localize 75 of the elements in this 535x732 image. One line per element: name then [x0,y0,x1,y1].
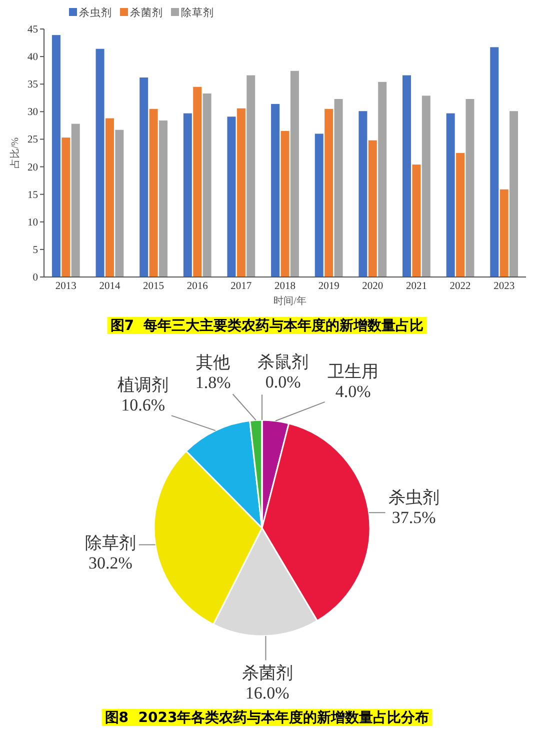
data-label: 1.8% [195,372,231,392]
x-tick-label: 2014 [99,281,121,292]
y-tick-label: 0 [32,272,38,284]
bar [183,113,192,277]
bar [236,108,246,277]
bar [62,138,70,277]
slice-label: 杀菌剂 [242,663,293,682]
y-tick-label: 45 [28,24,38,36]
bar [271,104,280,277]
bar [412,164,421,277]
legend-label: 杀虫剂 [79,6,112,19]
slice-label: 其他 [196,352,230,372]
y-tick-label: 15 [28,190,38,201]
bar [227,116,236,277]
y-tick-label: 40 [28,52,38,64]
x-axis-title: 时间/年 [274,295,306,307]
bar [500,189,508,277]
text: 图8 2023年各类农药与本年度的新增数量占比分布 [104,709,430,726]
bar [105,118,114,277]
y-tick-label: 10 [28,217,38,228]
bar [314,134,324,277]
bar [71,124,80,277]
bar [324,108,334,277]
x-tick-label: 2023 [494,281,515,292]
x-tick-label: 2017 [230,281,252,292]
bar [246,75,256,277]
bar [456,153,465,277]
y-tick-label: 25 [28,134,38,146]
x-tick-label: 2020 [362,281,384,292]
bar [378,82,387,277]
bar [510,111,518,277]
x-tick-label: 2016 [186,281,208,292]
x-tick-label: 2022 [450,281,471,292]
bar [368,140,377,277]
y-tick-label: 30 [28,107,38,118]
bar [149,108,158,277]
slice-label: 卫生用 [328,362,379,381]
slice-label: 杀虫剂 [388,488,440,508]
data-label: 4.0% [335,382,371,401]
data-label: 37.5% [392,508,436,528]
category-label: 杀鼠剂 [258,352,309,372]
legend-label: 杀菌剂 [130,6,163,19]
bar [96,48,104,277]
y-tick-label: 20 [28,162,38,174]
slice-label: 植调剂 [118,376,169,395]
x-tick-label: 2015 [143,281,164,292]
bar [158,120,168,277]
bar [334,98,343,277]
bar [358,111,368,277]
x-tick-label: 2018 [274,281,296,292]
data-label: 30.2% [88,554,132,573]
bar [52,35,60,277]
bar [140,78,148,277]
data-label: 16.0% [245,683,290,702]
bar [402,75,412,277]
x-tick-label: 2021 [406,281,427,292]
data-label: 10.6% [121,396,166,415]
x-tick-label: 2013 [55,281,76,292]
text: 图7 每年三大主要类农药与本年度的新增数量占比 [110,317,424,334]
bar [466,98,474,277]
bar [193,86,202,277]
y-tick-label: 35 [28,80,38,91]
bar [202,93,212,277]
slice-label: 除草剂 [84,534,136,553]
bar [280,130,290,277]
bar [115,130,124,277]
y-tick-label: 5 [32,244,38,256]
x-tick-label: 2019 [318,281,340,292]
bar [446,113,455,277]
text: 0.0% [265,372,301,392]
bar [490,47,499,277]
bar [290,70,299,277]
bar [422,96,430,277]
y-axis-title: 占比/% [9,137,21,169]
legend-label: 除草剂 [181,6,214,19]
